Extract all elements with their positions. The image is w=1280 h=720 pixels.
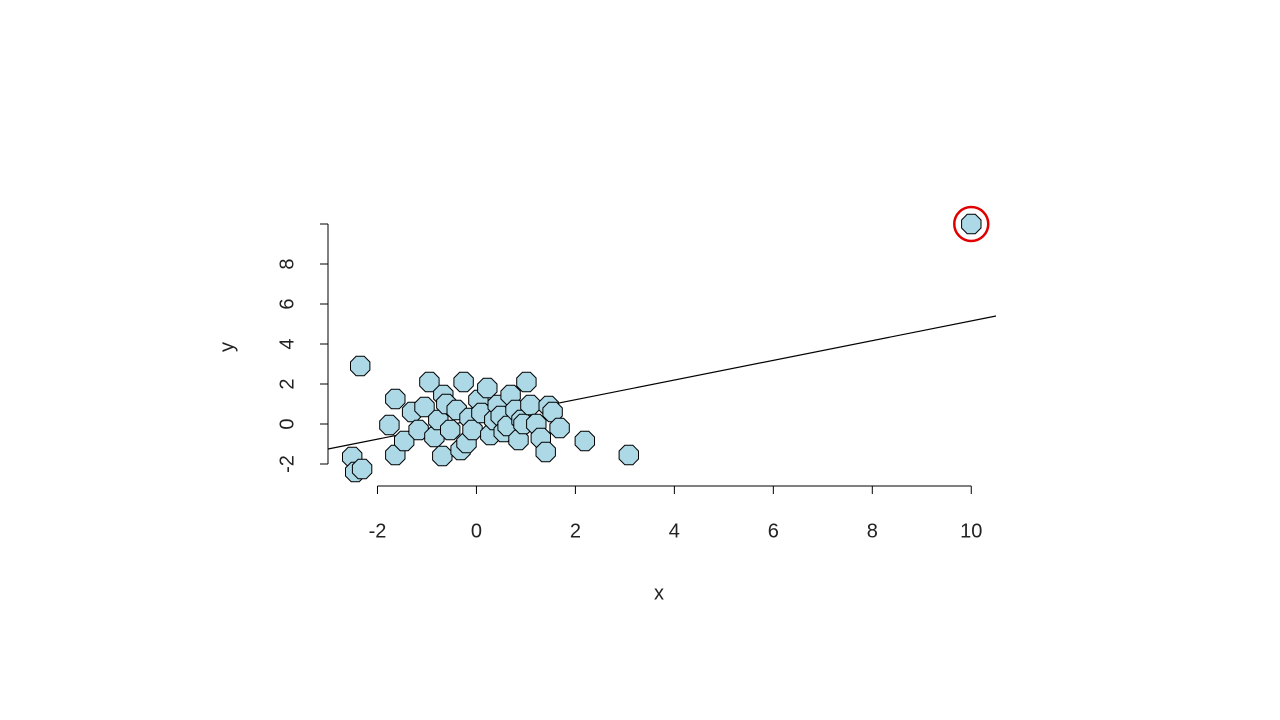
x-tick-label: 4 [669,520,680,542]
y-tick-label: 6 [276,298,298,309]
point [414,396,435,418]
x-axis-label: x [654,582,664,604]
point [419,371,440,393]
point [462,419,483,441]
point [520,394,541,416]
point [379,414,400,436]
x-tick-label: 0 [471,520,482,542]
point [432,445,453,467]
point [408,419,429,441]
point [516,371,537,393]
y-axis-label: y [216,342,238,352]
point [618,444,639,466]
point [477,377,498,399]
point [440,419,461,441]
point [351,458,373,480]
x-tick-label: 8 [867,520,878,542]
y-tick-label: 8 [276,258,298,269]
point [574,430,595,452]
point [385,388,406,410]
x-tick-label: 10 [960,520,982,542]
x-tick-label: -2 [369,520,387,542]
x-tick-label: 2 [570,520,581,542]
point [350,355,371,377]
y-tick-label: 0 [276,418,298,429]
x-tick-label: 6 [768,520,779,542]
y-tick-label: -2 [276,455,298,473]
outlier-highlight [953,205,990,243]
y-tick-label: 4 [276,338,298,349]
point [549,417,570,439]
point [535,441,556,463]
point [961,213,982,235]
point [453,371,474,393]
y-tick-label: 2 [276,378,298,389]
